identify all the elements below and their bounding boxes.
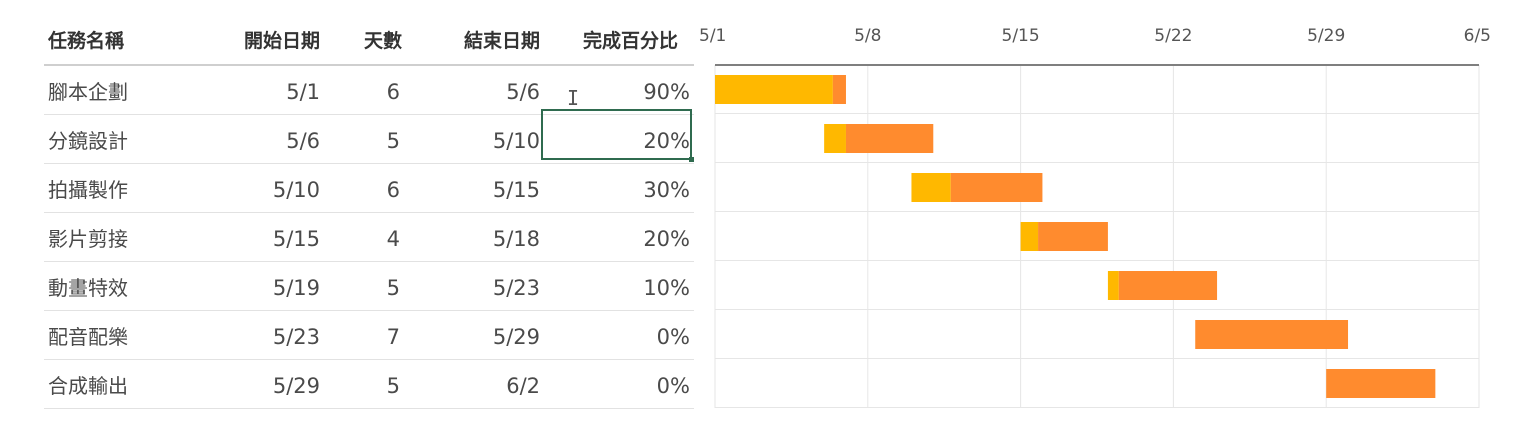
start-date-cell[interactable]: 5/6 xyxy=(286,129,320,153)
task-name-cell[interactable]: 分鏡設計 xyxy=(48,129,128,153)
table-row: 配音配樂 5/23 7 5/29 0% xyxy=(0,311,700,360)
end-date-cell[interactable]: 6/2 xyxy=(506,374,540,398)
days-cell[interactable]: 4 xyxy=(386,227,400,251)
x-tick-label: 5/29 xyxy=(1307,26,1345,46)
percent-complete-cell[interactable]: 0% xyxy=(656,325,690,349)
start-date-cell[interactable]: 5/29 xyxy=(272,374,320,398)
header-days[interactable]: 天數 xyxy=(363,30,402,52)
table-row: 影片剪接 5/15 4 5/18 20% xyxy=(0,213,700,262)
end-date-cell[interactable]: 5/18 xyxy=(492,227,540,251)
percent-complete-cell[interactable]: 30% xyxy=(643,178,690,202)
end-date-cell[interactable]: 5/15 xyxy=(492,178,540,202)
row-divider xyxy=(44,212,694,213)
row-divider xyxy=(44,163,694,164)
days-cell[interactable]: 5 xyxy=(386,374,400,398)
task-name-cell[interactable]: 拍攝製作 xyxy=(48,178,128,202)
task-name-cell[interactable]: 腳本企劃 xyxy=(48,80,128,104)
percent-complete-cell[interactable]: 20% xyxy=(643,227,690,251)
days-cell[interactable]: 5 xyxy=(386,276,400,300)
end-date-cell[interactable]: 5/10 xyxy=(492,129,540,153)
bar-remaining xyxy=(832,75,846,104)
bar-remaining xyxy=(845,124,934,153)
header-task-name[interactable]: 任務名稱 xyxy=(48,30,125,52)
percent-complete-cell[interactable]: 20% xyxy=(643,129,690,153)
row-divider xyxy=(44,114,694,115)
start-date-cell[interactable]: 5/10 xyxy=(272,178,320,202)
x-tick-label: 5/1 xyxy=(699,26,726,46)
row-divider xyxy=(44,408,694,409)
x-axis-tick-labels: 5/1 5/8 5/15 5/22 5/29 6/5 xyxy=(699,26,1491,46)
task-name-cell[interactable]: 動畫特效 xyxy=(48,276,128,300)
row-divider xyxy=(44,261,694,262)
bar-completed xyxy=(1107,271,1119,300)
table-row: 分鏡設計 5/6 5 5/10 20% xyxy=(0,115,700,164)
task-name-cell[interactable]: 配音配樂 xyxy=(48,325,128,349)
start-date-cell[interactable]: 5/1 xyxy=(286,80,320,104)
days-cell[interactable]: 5 xyxy=(386,129,400,153)
bar-completed xyxy=(911,173,951,202)
x-tick-label: 5/22 xyxy=(1154,26,1192,46)
task-table: 任務名稱 開始日期 天數 結束日期 完成百分比 腳本企劃 5/1 6 5/6 90% 分鏡… xyxy=(0,0,700,429)
header-divider xyxy=(44,64,694,66)
table-row: 動畫特效 5/19 5 5/23 10% xyxy=(0,262,700,311)
task-name-cell[interactable]: 影片剪接 xyxy=(48,227,128,251)
x-tick-label: 5/8 xyxy=(854,26,881,46)
start-date-cell[interactable]: 5/15 xyxy=(272,227,320,251)
end-date-cell[interactable]: 5/23 xyxy=(492,276,540,300)
end-date-cell[interactable]: 5/6 xyxy=(506,80,540,104)
start-date-cell[interactable]: 5/23 xyxy=(272,325,320,349)
x-tick-label: 5/15 xyxy=(1002,26,1040,46)
end-date-cell[interactable]: 5/29 xyxy=(492,325,540,349)
bar-remaining xyxy=(950,173,1043,202)
text-cursor-icon: I xyxy=(567,86,580,110)
header-percent-complete[interactable]: 完成百分比 xyxy=(582,30,678,52)
table-row: 拍攝製作 5/10 6 5/15 30% xyxy=(0,164,700,213)
fill-handle[interactable] xyxy=(689,157,694,162)
bar-remaining xyxy=(1118,271,1218,300)
percent-complete-cell[interactable]: 90% xyxy=(643,80,690,104)
chart-bars xyxy=(715,75,1436,398)
days-cell[interactable]: 7 xyxy=(386,325,400,349)
start-date-cell[interactable]: 5/19 xyxy=(272,276,320,300)
selected-cell[interactable] xyxy=(541,109,692,160)
row-divider xyxy=(44,310,694,311)
gantt-chart: 5/1 5/8 5/15 5/22 5/29 6/5 xyxy=(699,26,1491,408)
days-cell[interactable]: 6 xyxy=(386,80,400,104)
bar-completed xyxy=(715,75,833,104)
bar-remaining xyxy=(1195,320,1349,349)
percent-complete-cell[interactable]: 0% xyxy=(656,374,690,398)
header-start-date[interactable]: 開始日期 xyxy=(243,30,320,52)
x-tick-label: 6/5 xyxy=(1464,26,1491,46)
bar-remaining xyxy=(1038,222,1108,251)
chart-grid xyxy=(714,64,1480,408)
bar-completed xyxy=(824,124,846,153)
bar-completed xyxy=(1020,222,1039,251)
header-end-date[interactable]: 結束日期 xyxy=(463,30,540,52)
table-row: 合成輸出 5/29 5 6/2 0% xyxy=(0,360,700,409)
days-cell[interactable]: 6 xyxy=(386,178,400,202)
task-name-cell[interactable]: 合成輸出 xyxy=(48,374,128,398)
row-divider xyxy=(44,359,694,360)
percent-complete-cell[interactable]: 10% xyxy=(643,276,690,300)
bar-remaining xyxy=(1326,369,1436,398)
table-row: 腳本企劃 5/1 6 5/6 90% xyxy=(0,66,700,115)
